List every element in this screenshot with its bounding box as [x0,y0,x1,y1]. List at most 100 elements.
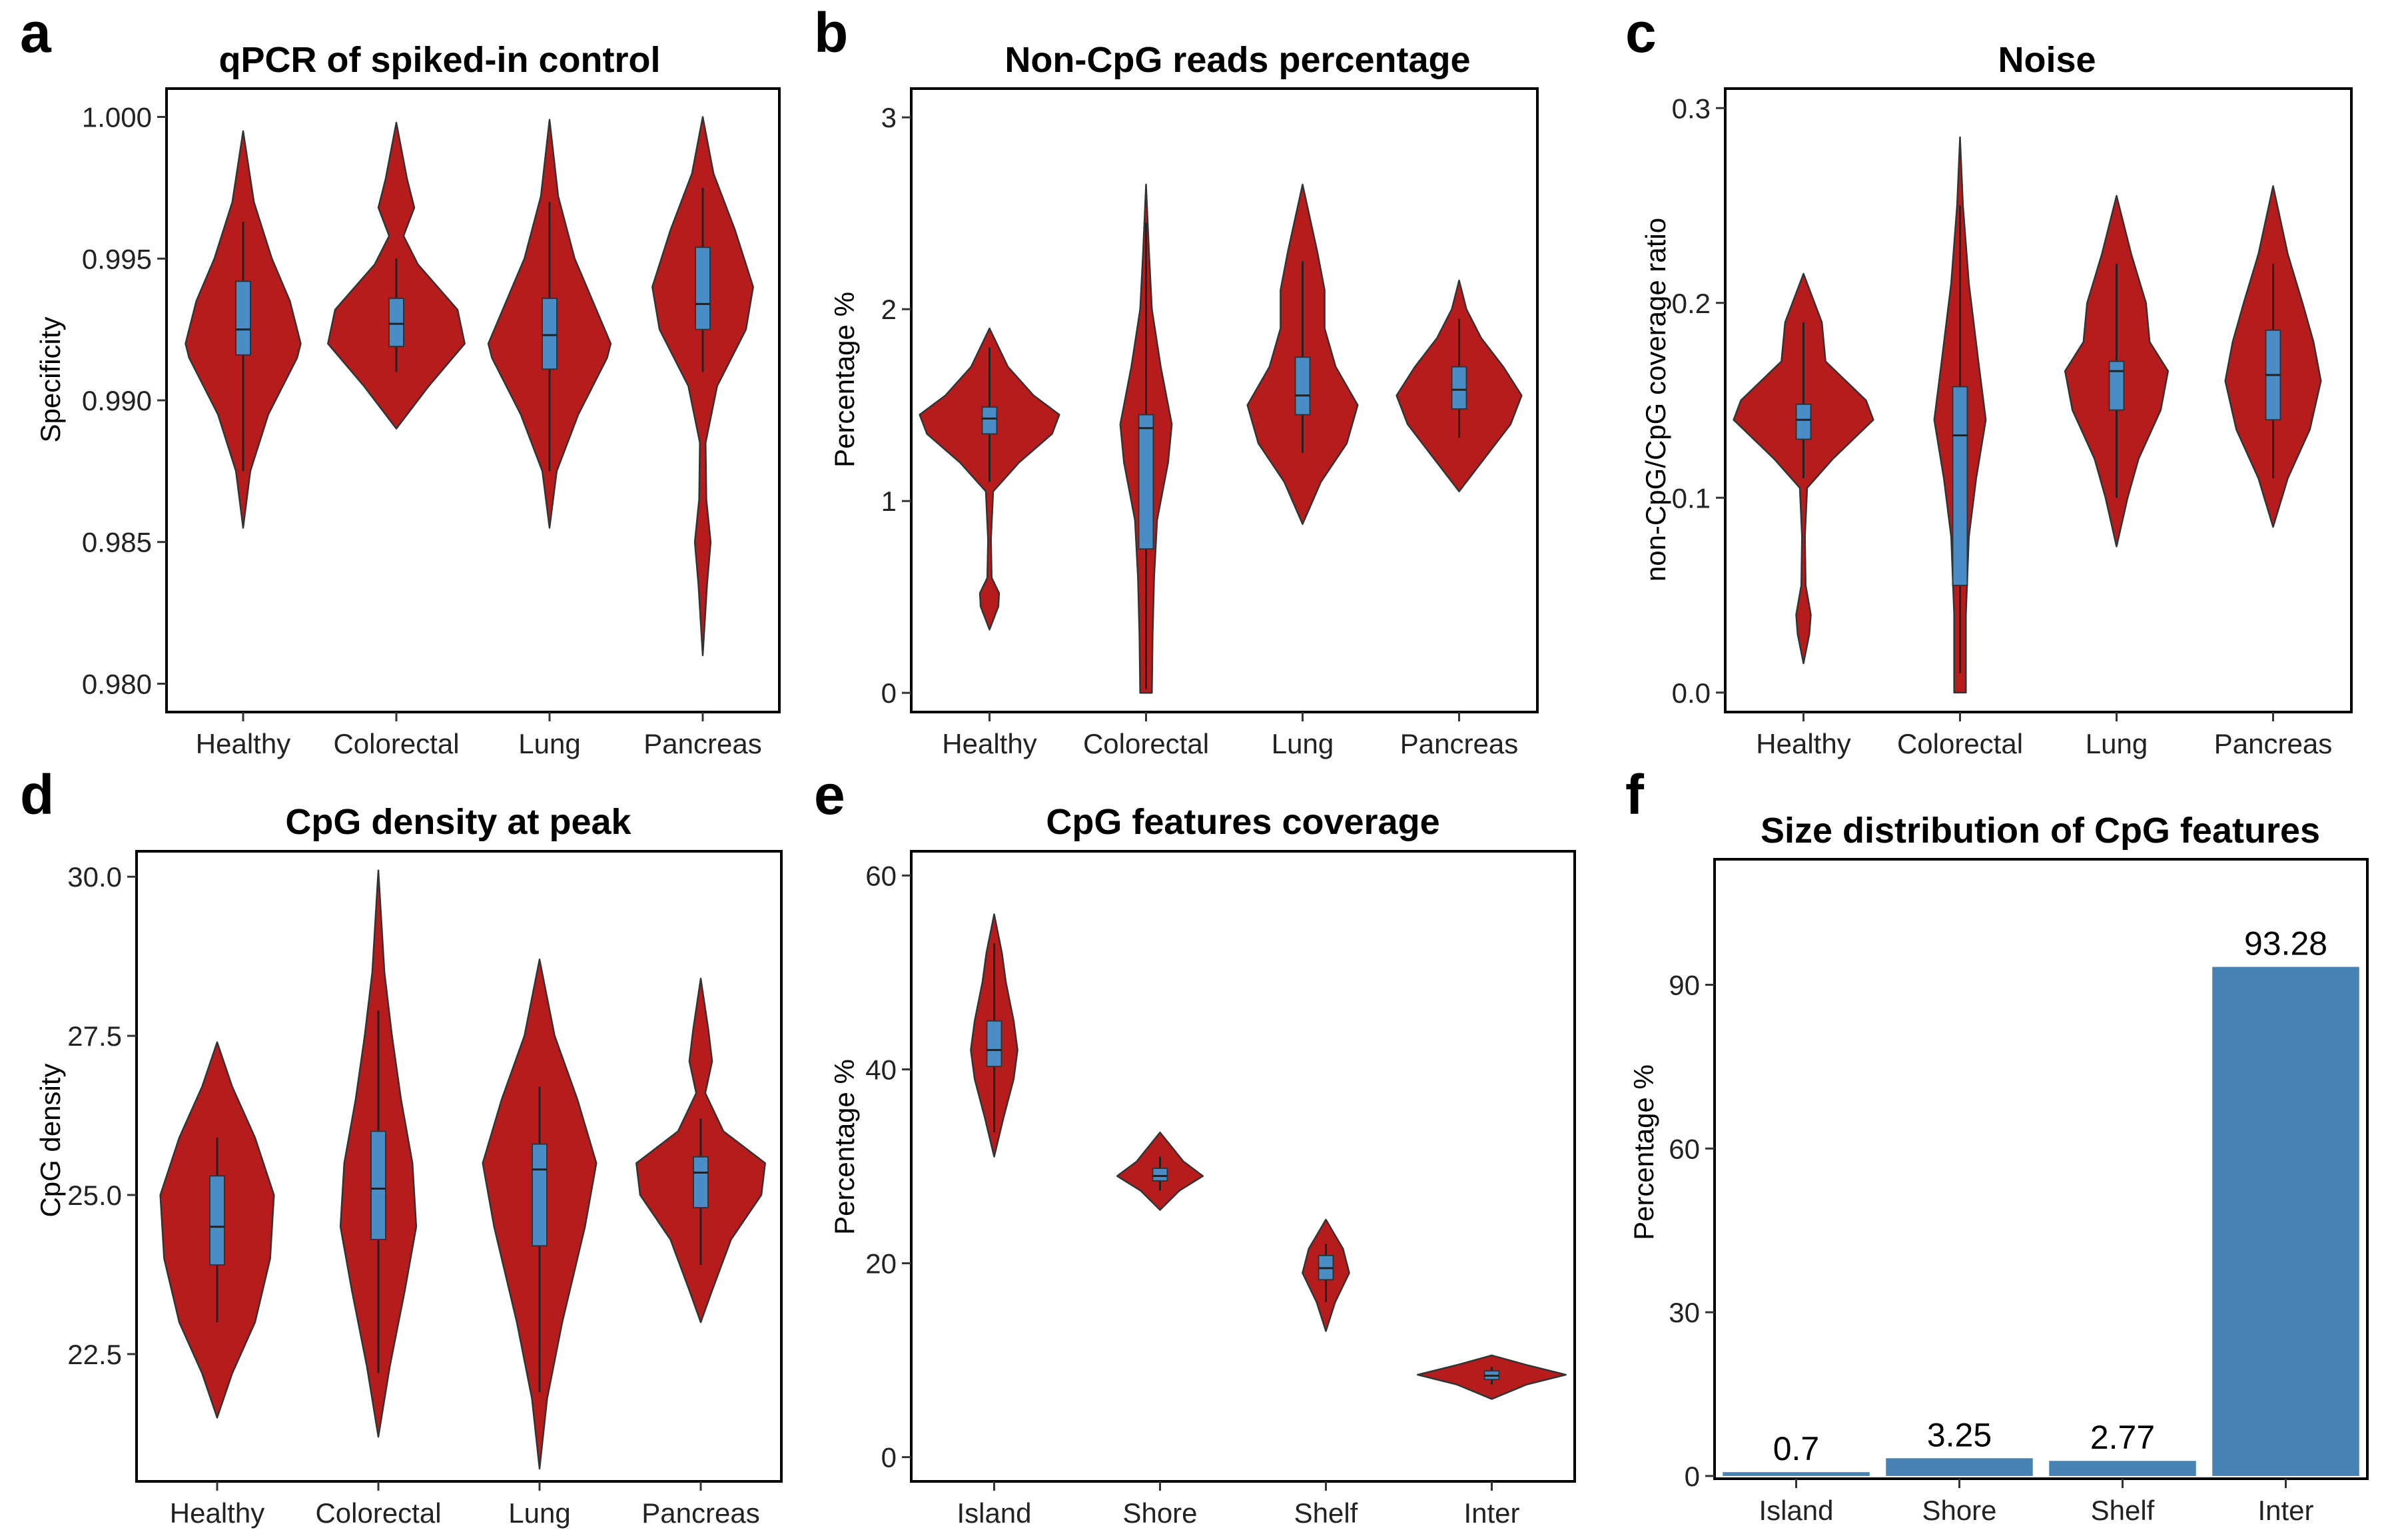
panel-letter: b [814,1,848,64]
x-tick-label: Colorectal [1083,728,1209,759]
bar [2049,1461,2196,1476]
x-tick-label: Colorectal [315,1497,441,1529]
x-tick-label: Healthy [942,728,1036,759]
x-tick-label: Shore [1122,1497,1197,1529]
y-tick-label: 0.985 [82,527,152,558]
x-tick-label: Island [1759,1495,1833,1526]
y-tick-label: 25.0 [67,1180,122,1211]
panel-f: f Size distribution of CpG features Perc… [1625,763,2369,1526]
x-tick-label: Pancreas [2214,728,2332,759]
panel-letter: d [20,763,54,826]
x-tick-label: Healthy [170,1497,264,1529]
y-axis-label: Percentage % [829,292,860,468]
panel-d: d CpG density at peak CpG density 22.5 25… [20,763,783,1529]
panel-a: a qPCR of spiked-in control Specificity … [20,1,781,759]
x-tick-label: Healthy [196,728,290,759]
box-iqr [1294,356,1311,416]
chart-title: Noise [1998,40,2096,80]
bar-data-label: 3.25 [1927,1416,1992,1453]
x-tick-label: Pancreas [641,1497,759,1529]
panel-letter: c [1625,1,1657,64]
box-iqr [981,406,998,435]
chart-title: Non-CpG reads percentage [1004,40,1470,80]
x-tick-label: Island [957,1497,1031,1529]
panel-letter: e [814,763,845,826]
box-iqr [1138,414,1154,550]
bar-data-label: 0.7 [1773,1430,1820,1467]
bar-data-label: 2.77 [2090,1419,2155,1456]
box-iqr [370,1130,386,1240]
x-tick-label: Inter [1463,1497,1519,1529]
x-tick-label: Pancreas [643,728,761,759]
chart-title: CpG density at peak [285,802,631,842]
y-axis-label: Specificity [35,316,66,442]
box-iqr [532,1143,548,1247]
box-iqr [693,1156,709,1209]
panel-letter: a [20,1,52,64]
x-tick-label: Shelf [1294,1497,1358,1529]
y-tick-label: 0 [881,677,897,709]
y-axis-label: Percentage % [829,1059,860,1235]
y-tick-label: 0.0 [1672,677,1711,709]
plot-frame [910,850,1576,1483]
x-tick-label: Lung [518,728,580,759]
x-tick-label: Shelf [2091,1495,2155,1526]
y-tick-label: 40 [865,1054,897,1085]
panel-e: e CpG features coverage Percentage % 0 20… [814,763,1576,1529]
box-iqr [1152,1167,1168,1182]
panel-letter: f [1625,763,1645,826]
panel-b: b Non-CpG reads percentage Percentage % … [814,1,1539,759]
box-iqr [986,1020,1002,1068]
y-tick-label: 60 [1669,1133,1700,1164]
y-tick-label: 0 [1685,1461,1700,1492]
y-tick-label: 3 [881,102,897,133]
y-tick-label: 1 [881,486,897,517]
y-tick-label: 0.995 [82,243,152,274]
x-tick-label: Lung [1272,728,1334,759]
y-tick-label: 0.1 [1672,482,1711,514]
y-tick-label: 60 [865,860,897,891]
box-iqr [1795,403,1812,440]
box-iqr [1952,386,1968,586]
y-axis-label: CpG density [35,1063,66,1217]
plot-frame [1713,858,2369,1480]
panel-c: c Noise non-CpG/CpG coverage ratio 0.0 0.… [1625,1,2353,759]
x-tick-label: Healthy [1756,728,1850,759]
plot-frame [1724,87,2353,713]
bar [2212,966,2359,1476]
chart-title: CpG features coverage [1046,802,1439,842]
bar [1723,1472,1870,1476]
violin-shape [651,116,754,657]
y-tick-label: 0 [881,1442,897,1473]
x-tick-label: Shore [1922,1495,1996,1526]
box-iqr [542,297,558,370]
box-iqr [235,280,251,356]
y-tick-label: 0.990 [82,385,152,416]
y-tick-label: 20 [865,1248,897,1280]
y-tick-label: 2 [881,294,897,325]
y-tick-label: 22.5 [67,1339,122,1370]
y-tick-label: 27.5 [67,1020,122,1052]
box-iqr [2108,360,2125,411]
y-axis-label: Percentage % [1628,1064,1659,1240]
x-tick-label: Pancreas [1400,728,1518,759]
y-axis-label: non-CpG/CpG coverage ratio [1640,218,1671,581]
y-tick-label: 0.2 [1672,288,1711,319]
bar-data-label: 93.28 [2244,925,2327,962]
x-tick-label: Colorectal [1897,728,2023,759]
y-tick-label: 0.3 [1672,93,1711,124]
bar [1886,1458,2033,1476]
y-tick-label: 0.980 [82,668,152,699]
box-iqr [388,297,404,348]
chart-title: Size distribution of CpG features [1761,811,2320,851]
x-tick-label: Lung [508,1497,570,1529]
y-tick-label: 30 [1669,1297,1700,1328]
x-tick-label: Colorectal [333,728,459,759]
y-tick-label: 90 [1669,969,1700,1000]
y-tick-label: 1.000 [82,102,152,133]
x-tick-label: Lung [2086,728,2148,759]
box-iqr [695,246,711,330]
box-iqr [209,1175,225,1266]
y-tick-label: 30.0 [67,861,122,893]
